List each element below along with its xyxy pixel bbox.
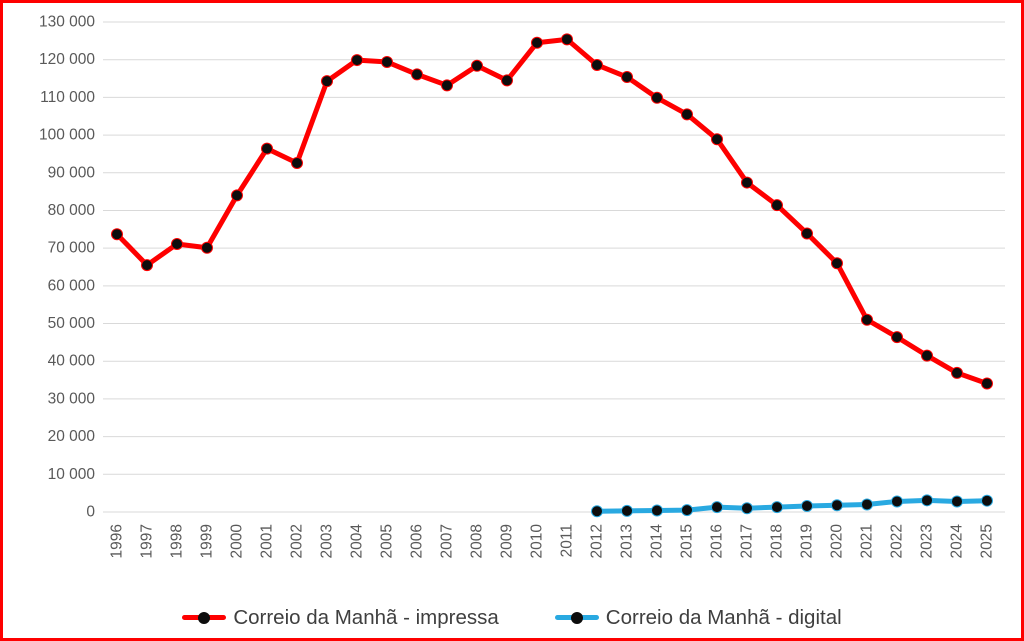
data-point-marker	[831, 499, 843, 512]
x-axis-tick-label: 2015	[679, 524, 696, 558]
data-point-marker	[561, 33, 573, 46]
x-axis-tick-label: 2003	[319, 524, 336, 558]
data-point-marker	[321, 75, 333, 88]
data-point-marker	[291, 156, 303, 169]
y-axis-tick-label: 50 000	[48, 315, 96, 332]
data-point-marker	[201, 241, 213, 254]
x-axis-tick-label: 2010	[529, 524, 546, 559]
y-axis-tick-label: 110 000	[40, 89, 95, 106]
data-point-marker	[981, 377, 993, 390]
y-axis-tick-label: 10 000	[48, 466, 96, 483]
x-axis-tick-label: 1999	[199, 524, 216, 558]
data-point-marker	[111, 228, 123, 241]
data-point-marker	[951, 366, 963, 379]
data-point-marker	[171, 238, 183, 251]
legend-marker-impressa-icon	[182, 611, 227, 624]
x-axis-tick-label: 2005	[379, 524, 396, 558]
data-point-marker	[891, 331, 903, 344]
x-axis-tick-label: 2022	[889, 524, 906, 558]
data-point-marker	[891, 495, 903, 508]
data-point-marker	[741, 176, 753, 189]
x-axis-tick-label: 2000	[229, 524, 246, 559]
x-axis-tick-label: 2002	[289, 524, 306, 558]
data-point-marker	[831, 257, 843, 270]
data-point-marker	[651, 504, 663, 517]
x-axis-tick-label: 2018	[769, 524, 786, 558]
y-axis-tick-label: 90 000	[48, 164, 96, 181]
x-axis-tick-label: 2024	[949, 524, 966, 559]
x-axis-tick-label: 2007	[439, 524, 456, 558]
data-point-marker	[231, 189, 243, 202]
data-point-marker	[591, 58, 603, 71]
x-axis-tick-label: 1997	[139, 524, 156, 558]
data-point-marker	[381, 55, 393, 68]
data-point-marker	[861, 313, 873, 326]
x-axis-tick-label: 2019	[799, 524, 816, 558]
y-axis-tick-label: 0	[86, 504, 95, 521]
x-axis-tick-label: 2012	[589, 524, 606, 558]
x-axis-tick-label: 2013	[619, 524, 636, 558]
x-axis-tick-label: 2016	[709, 524, 726, 558]
legend-label-impressa: Correio da Manhã - impressa	[233, 605, 499, 629]
data-point-marker	[741, 502, 753, 515]
data-point-marker	[861, 498, 873, 511]
x-axis-tick-label: 1996	[109, 524, 126, 558]
x-axis-tick-label: 2020	[829, 524, 846, 559]
data-point-marker	[471, 59, 483, 72]
x-axis-tick-label: 1998	[169, 524, 186, 558]
data-point-marker	[711, 133, 723, 146]
x-axis-tick-label: 2006	[409, 524, 426, 558]
data-point-marker	[921, 349, 933, 362]
x-axis-tick-label: 2017	[739, 524, 756, 558]
x-axis-tick-label: 2014	[649, 524, 666, 559]
data-point-marker	[951, 495, 963, 508]
data-point-marker	[711, 501, 723, 514]
data-point-marker	[771, 199, 783, 212]
data-point-marker	[621, 71, 633, 84]
line-chart-plot-area: 0 10 000 20 000 30 000 40 000 50 000 60 000 70 …	[39, 14, 1005, 559]
y-axis-tick-label: 20 000	[48, 428, 96, 445]
series-line-0	[114, 36, 990, 386]
data-point-marker	[681, 108, 693, 121]
legend-label-digital: Correio da Manhã - digital	[605, 605, 842, 629]
x-axis-tick-label: 2011	[559, 524, 576, 557]
x-axis-tick-label: 2025	[979, 524, 996, 558]
data-point-marker	[351, 54, 363, 67]
y-axis-tick-label: 30 000	[48, 390, 96, 407]
data-point-marker	[801, 499, 813, 512]
y-axis-tick-label: 60 000	[48, 277, 96, 294]
y-axis-tick-label: 40 000	[48, 353, 96, 370]
y-axis-tick-label: 100 000	[39, 127, 95, 144]
legend-item-digital[interactable]: Correio da Manhã - digital	[554, 605, 842, 629]
data-point-marker	[441, 79, 453, 92]
data-point-marker	[591, 505, 603, 518]
data-point-marker	[261, 142, 273, 155]
data-point-marker	[681, 504, 693, 517]
data-point-marker	[771, 501, 783, 514]
chart-legend: Correio da Manhã - impressa Correio da M…	[3, 605, 1021, 629]
x-axis-tick-label: 2023	[919, 524, 936, 558]
y-axis-tick-label: 120 000	[39, 51, 95, 68]
data-point-marker	[621, 504, 633, 517]
x-axis-tick-label: 2001	[259, 524, 276, 558]
x-axis-tick-label: 2008	[469, 524, 486, 558]
data-point-marker	[501, 74, 513, 87]
data-point-marker	[801, 227, 813, 240]
y-axis-tick-label: 130 000	[39, 14, 95, 31]
legend-marker-digital-icon	[554, 611, 599, 624]
data-point-marker	[531, 36, 543, 49]
data-point-marker	[411, 68, 423, 81]
y-axis-tick-label: 80 000	[48, 202, 96, 219]
data-point-marker	[651, 91, 663, 104]
x-axis-tick-label: 2004	[349, 524, 366, 559]
data-point-marker	[141, 259, 153, 272]
x-axis-tick-label: 2021	[859, 524, 876, 558]
legend-item-impressa[interactable]: Correio da Manhã - impressa	[182, 605, 499, 629]
data-point-marker	[921, 494, 933, 507]
data-point-marker	[981, 494, 993, 507]
y-axis-tick-label: 70 000	[48, 240, 96, 257]
x-axis-tick-label: 2009	[499, 524, 516, 558]
